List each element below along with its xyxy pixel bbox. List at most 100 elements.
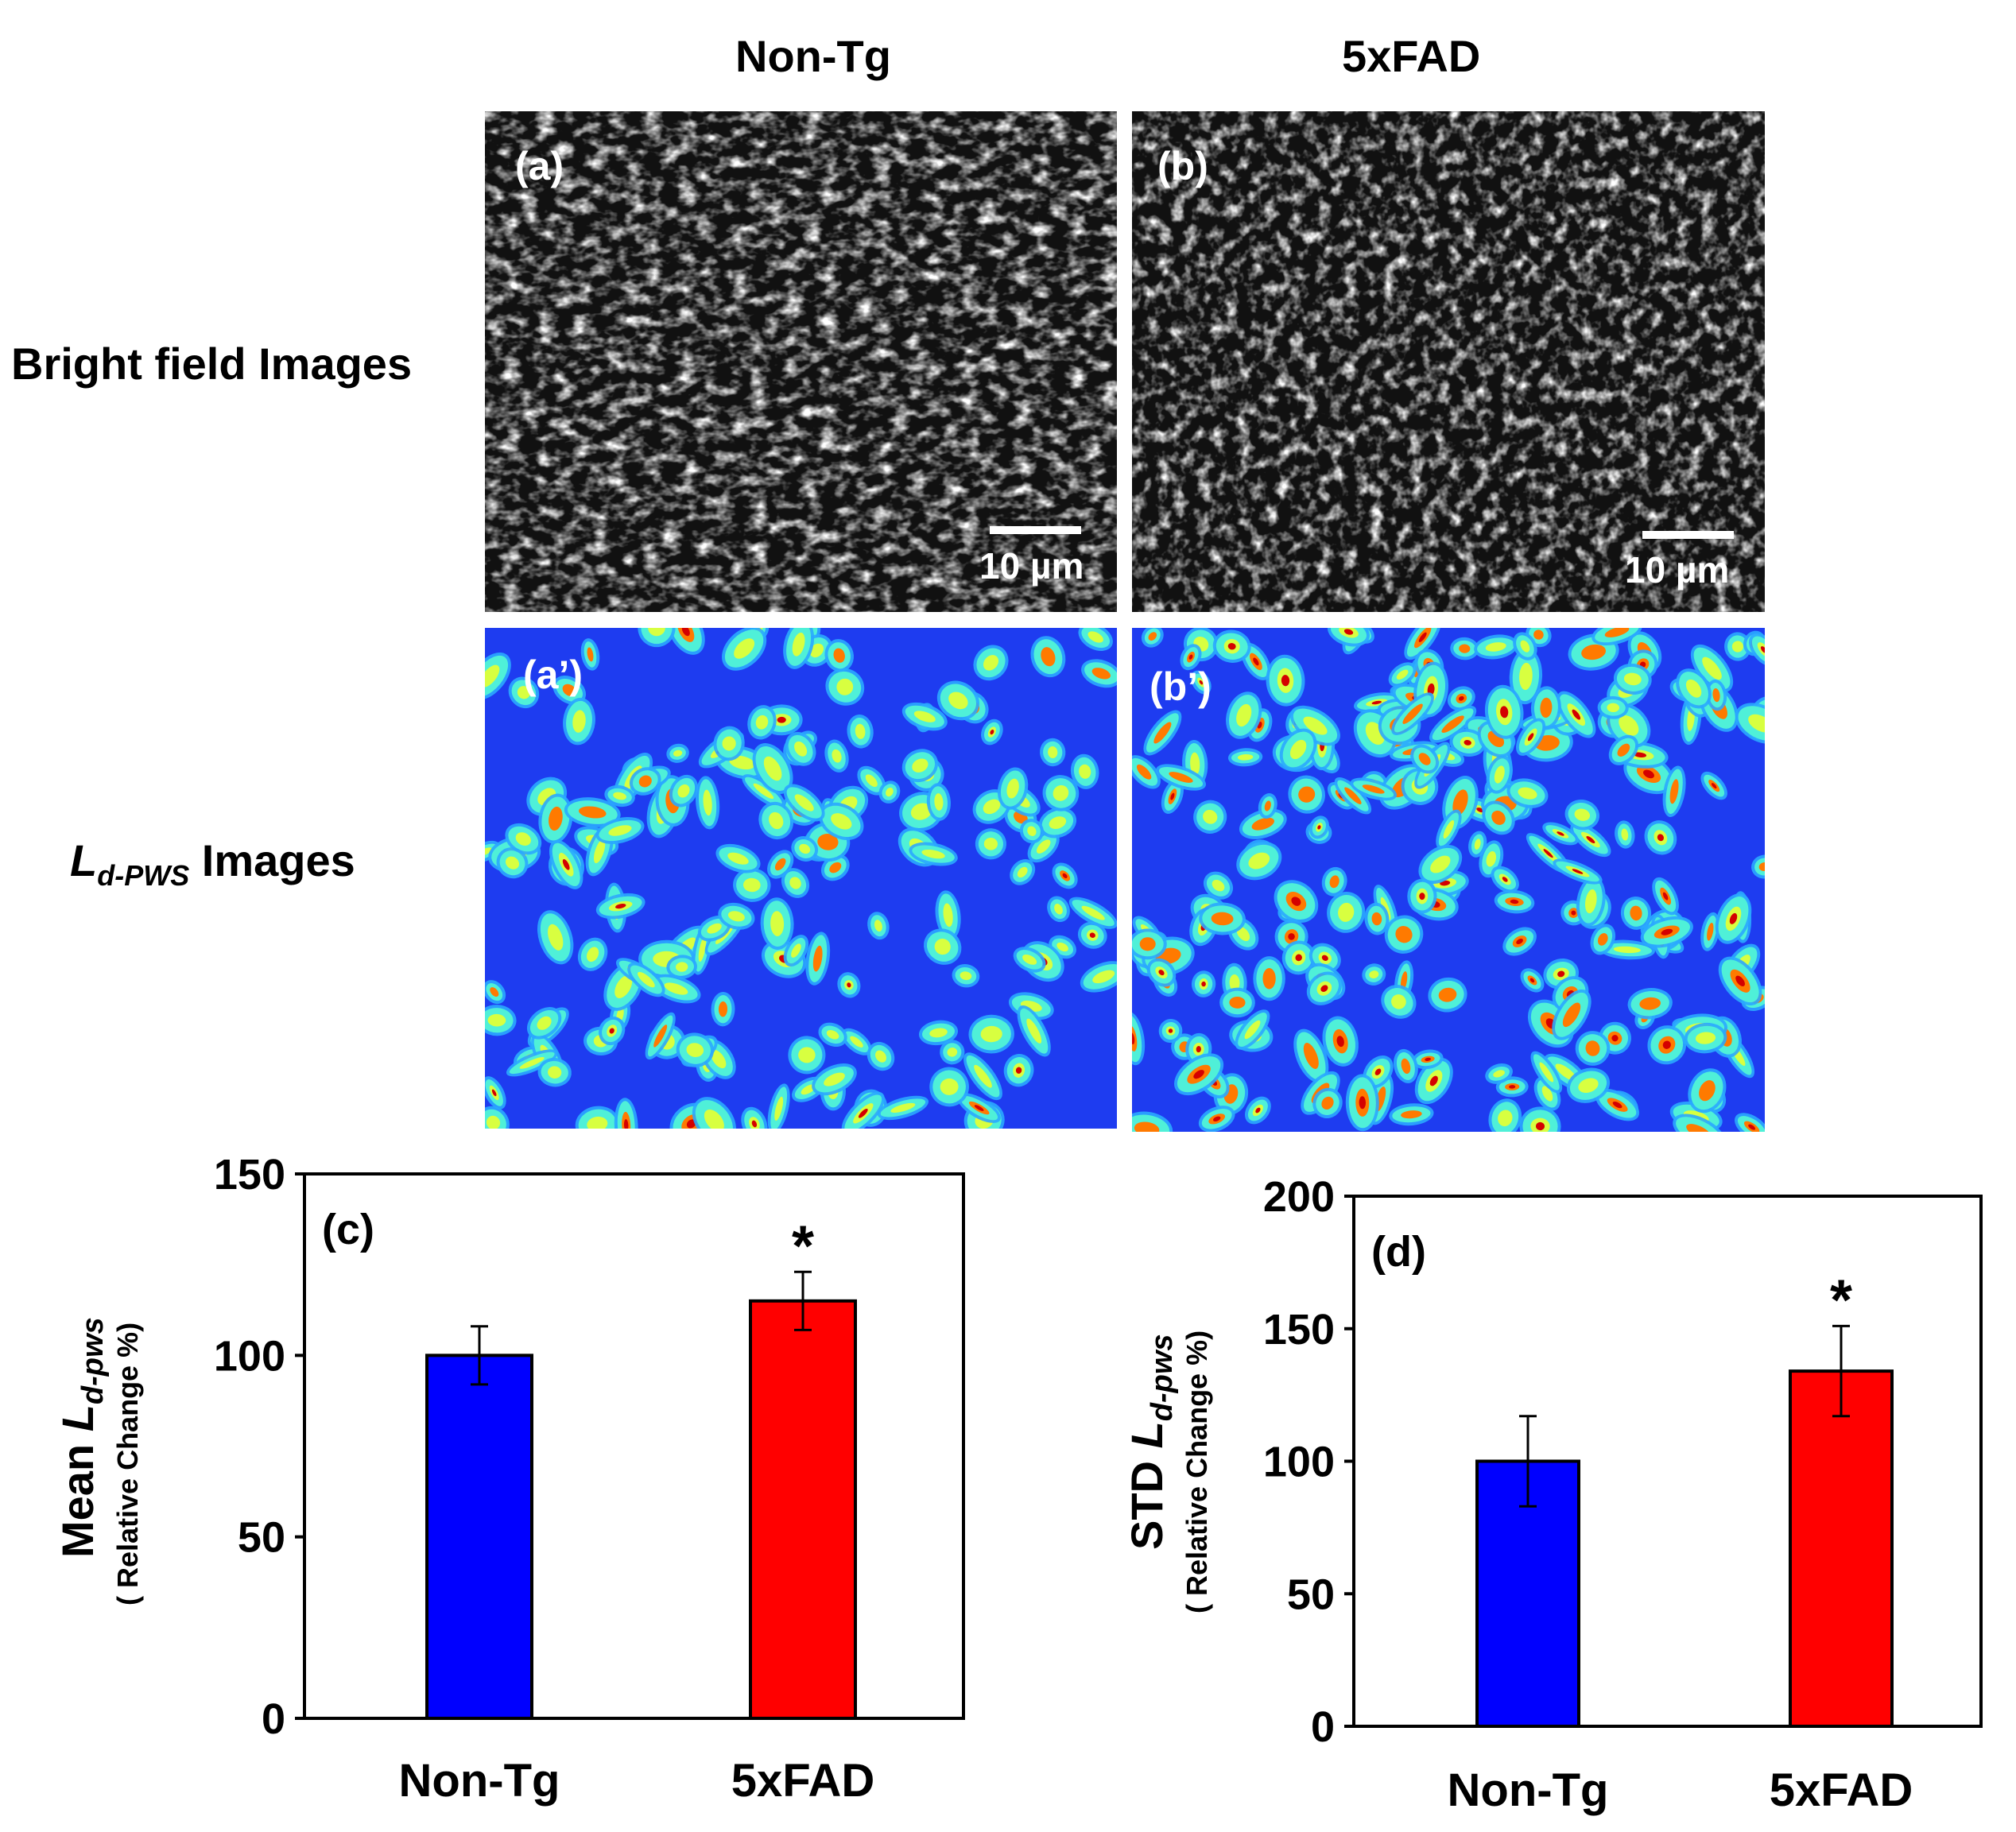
heatmap-cell: [857, 765, 886, 796]
heatmap-cell: [1070, 753, 1099, 789]
column-header-non-tg: Non-Tg: [735, 31, 891, 81]
heatmap-cell: [1513, 632, 1537, 660]
heatmap-cell: [1627, 988, 1673, 1020]
heatmap-cell: [1156, 764, 1206, 791]
heatmap-cell: [918, 1020, 959, 1046]
heatmap-cell: [1450, 637, 1479, 660]
scale-bar-a: [990, 526, 1081, 534]
heatmap-cell: [1553, 858, 1603, 885]
heatmap-cell: [595, 817, 645, 844]
heatmap-cell: [788, 1036, 826, 1075]
heatmap-cell: [1591, 628, 1642, 646]
ldpws-images-text: Images: [189, 835, 355, 885]
heatmap-cell: [1235, 1009, 1270, 1050]
heatmap-cell: [1688, 1068, 1727, 1114]
chart-d-ylabel: STD Ld-pws: [1121, 1334, 1180, 1550]
heatmap-cell: [1161, 779, 1184, 814]
heatmap-cell: [935, 890, 961, 940]
heatmap-cell: [929, 1067, 969, 1107]
heatmap-cell: [841, 1091, 885, 1129]
bar-5xFAD: [1789, 1369, 1894, 1728]
heatmap-cell: [1749, 633, 1765, 667]
heatmap-cell: [1198, 1106, 1235, 1132]
heatmap-cell: [666, 743, 689, 763]
heatmap-cell: [1362, 963, 1386, 986]
chart-d-panel-label: (d): [1371, 1228, 1426, 1276]
heatmap-cell: [1266, 654, 1305, 707]
heatmap-cell: [820, 854, 850, 881]
heatmap-cell: [1143, 710, 1182, 756]
heatmap-cell: [627, 962, 665, 997]
heatmap-cell: [1306, 971, 1342, 1005]
heatmap-cell: [1519, 1106, 1561, 1132]
heatmap-cell: [1590, 924, 1616, 955]
heatmap-cell: [1239, 808, 1287, 839]
heatmap-cell: [563, 697, 595, 746]
heatmap-cell: [841, 1028, 872, 1055]
heatmap-cell: [733, 868, 771, 902]
heatmap-cell: [580, 638, 600, 671]
heatmap-cell: [1542, 822, 1579, 846]
heatmap-cell: [975, 828, 1007, 860]
heatmap-cell: [824, 739, 849, 773]
heatmap-cell: [1308, 815, 1329, 839]
heatmap-cell: [1407, 878, 1437, 914]
heatmap-cell: [1203, 871, 1234, 900]
heatmap-cell: [1174, 1053, 1224, 1096]
column-header-5xfad: 5xFAD: [1342, 31, 1481, 81]
heatmap-cell: [1576, 876, 1606, 927]
heatmap-cell: [651, 974, 701, 1004]
heatmap-cell: [1620, 896, 1652, 930]
y-tick-label: 100: [214, 1332, 285, 1380]
heatmap-cell: [1081, 659, 1117, 688]
chart-c-ylabel-main: Mean: [52, 1431, 103, 1558]
panel-label-a: (a): [515, 144, 564, 188]
y-tick-label: 150: [1263, 1306, 1335, 1354]
heatmap-cell: [1191, 670, 1212, 695]
heatmap-cell: [1495, 1076, 1529, 1098]
heatmap-cell: [1077, 921, 1107, 949]
heatmap-cell: [1530, 1051, 1563, 1094]
heatmap-cell: [1019, 819, 1044, 844]
chart-c-ylabel-italic: L: [52, 1404, 103, 1432]
heatmap-cell: [1030, 636, 1066, 678]
heatmap-cell: [1595, 1088, 1640, 1121]
heatmap-cell: [781, 868, 810, 898]
heatmap-cell: [824, 639, 854, 672]
heatmap-cell: [1735, 703, 1765, 744]
heatmap-cell: [1052, 862, 1078, 889]
chart-c-mean-ldpws: 0 50 100 150 Non-Tg 5xFAD * (c) Mean Ld-pws ( R…: [0, 1145, 1002, 1820]
heatmap-cell: [1482, 800, 1515, 835]
heatmap-cell: [1700, 771, 1727, 800]
heatmap-cell: [1381, 985, 1417, 1019]
scale-bar-b: [1642, 531, 1734, 539]
heatmap-cell: [629, 767, 661, 796]
heatmap-cell: [552, 675, 587, 705]
heatmap-cell: [564, 797, 621, 827]
heatmap-cell: [758, 801, 794, 840]
heatmap-cell: [713, 726, 745, 761]
heatmap-cell: [1474, 634, 1518, 660]
heatmap-cell: [1393, 1048, 1418, 1083]
heatmap-cell: [715, 843, 761, 873]
heatmap-cell: [711, 992, 735, 1027]
heatmap-cell: [638, 628, 676, 648]
heatmap-cell: [526, 1007, 562, 1040]
heatmap-cell: [1191, 970, 1216, 997]
heatmap-cell: [485, 1076, 506, 1110]
x-tick-label-5xFAD: 5xFAD: [1770, 1764, 1913, 1816]
heatmap-cell: [1673, 1114, 1725, 1132]
chart-c-ylabel-sub: d-pws: [76, 1317, 110, 1405]
heatmap-cell: [1705, 679, 1727, 711]
heatmap-cell: [819, 802, 864, 841]
heatmap-cell: [1613, 663, 1652, 695]
ldpws-symbol: L: [70, 835, 98, 885]
chart-d-std-ldpws: 0 50 100 150 200 Non-Tg 5xFAD * (d) STD Ld-pws (…: [1010, 1145, 2016, 1828]
heatmap-cell: [1566, 1067, 1611, 1103]
heatmap-cell: [1388, 662, 1417, 687]
heatmap-cell: [666, 628, 705, 655]
heatmap-cell: [818, 1022, 847, 1048]
heatmap-cell: [1597, 695, 1629, 719]
heatmap-cell: [695, 776, 720, 830]
heatmap-cell: [1236, 841, 1282, 881]
